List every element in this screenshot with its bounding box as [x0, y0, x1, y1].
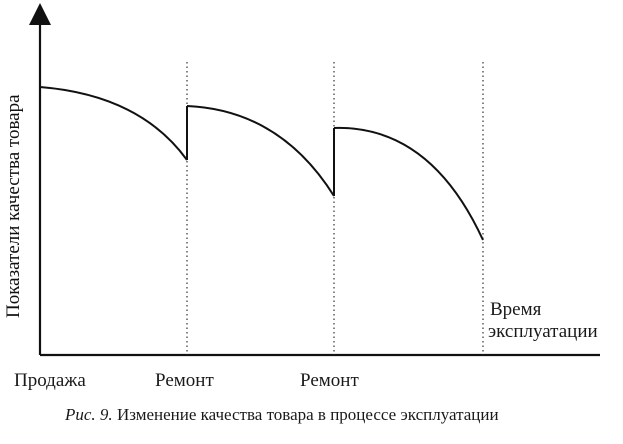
event-label-sale: Продажа: [14, 370, 86, 391]
event-label-repair-1: Ремонт: [155, 370, 214, 391]
y-axis-label: Показатели качества товара: [3, 94, 24, 318]
figure-number: Рис. 9.: [65, 405, 113, 424]
figure-caption: Рис. 9. Изменение качества товара в проц…: [65, 405, 499, 425]
segment-3-curve: [333, 126, 484, 241]
segment-1-curve: [39, 86, 188, 161]
figure-caption-text: Изменение качества товара в процессе экс…: [116, 405, 499, 424]
x-axis-label-line1: Время: [490, 299, 542, 320]
x-axis-label-line2: эксплуатации: [488, 321, 598, 342]
event-label-repair-2: Ремонт: [300, 370, 359, 391]
segment-2-curve: [186, 105, 335, 197]
